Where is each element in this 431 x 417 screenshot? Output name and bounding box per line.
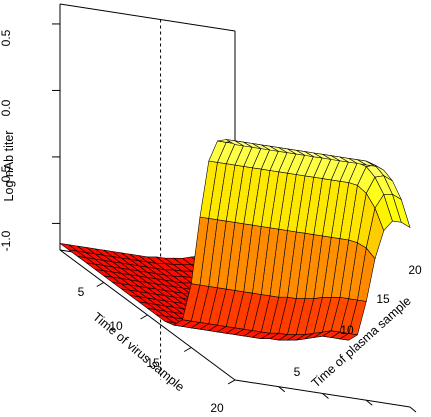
- x-tick-label: 15: [146, 356, 160, 370]
- y-tick-label: 15: [376, 292, 390, 306]
- y-tick-mark: [322, 393, 329, 399]
- x-tick-mark: [140, 314, 148, 320]
- z-axis-title: Log nAb titer: [2, 131, 16, 202]
- y-tick-mark: [365, 399, 373, 406]
- box-edge: [59, 3, 236, 32]
- y-tick-label: 5: [294, 365, 301, 379]
- surface-facet: [391, 193, 411, 229]
- z-tick-label: 0.0: [0, 99, 13, 116]
- y-tick-label: 20: [408, 263, 422, 277]
- x-tick-mark: [184, 347, 192, 352]
- x-tick-label: 5: [78, 285, 85, 299]
- z-tick-label: -0.5: [0, 165, 13, 186]
- z-axis: -1.0 -0.5 0.0 0.5 Log nAb titer: [0, 29, 16, 251]
- x-tick-mark: [227, 379, 236, 385]
- y-tick-mark: [278, 386, 286, 393]
- y-tick-label: 10: [340, 323, 354, 337]
- x-tick-label: 10: [109, 319, 123, 333]
- z-tick-label: -1.0: [0, 230, 13, 251]
- x-tick-label: 20: [210, 401, 224, 415]
- x-tick-mark: [96, 282, 104, 287]
- axis-ticks: [52, 23, 417, 413]
- y-tick-mark: [409, 406, 417, 413]
- surface-mesh: [59, 139, 411, 341]
- z-tick-label: 0.5: [0, 29, 13, 46]
